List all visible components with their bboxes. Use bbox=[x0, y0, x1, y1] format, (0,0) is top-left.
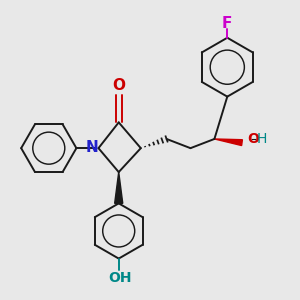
Polygon shape bbox=[214, 139, 242, 146]
Text: H: H bbox=[257, 132, 267, 146]
Text: O: O bbox=[247, 132, 259, 146]
Text: OH: OH bbox=[108, 271, 132, 285]
Text: N: N bbox=[85, 140, 98, 154]
Text: O: O bbox=[112, 78, 125, 93]
Text: F: F bbox=[222, 16, 232, 31]
Polygon shape bbox=[115, 172, 123, 203]
